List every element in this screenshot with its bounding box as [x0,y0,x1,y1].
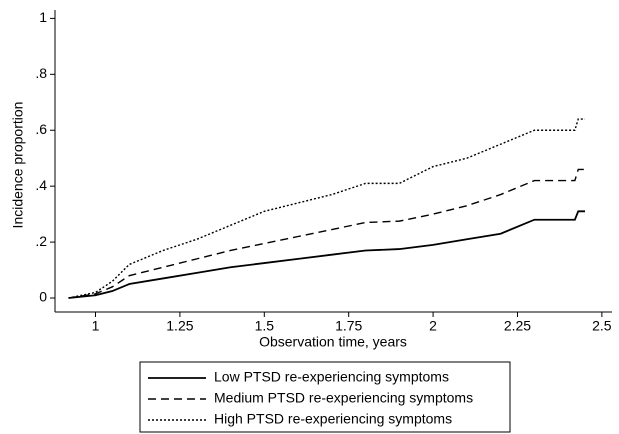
x-tick-label: 1.75 [335,318,362,334]
x-tick-label: 1 [92,318,100,334]
y-tick-label: .2 [35,233,47,249]
x-axis-label: Observation time, years [259,334,407,350]
x-tick-label: 1.25 [166,318,193,334]
legend-label: Medium PTSD re-experiencing symptoms [214,390,473,406]
series-line [68,118,585,299]
x-tick-label: 2.25 [504,318,531,334]
legend-box [139,361,511,433]
x-tick-label: 1.5 [255,318,275,334]
legend-label: Low PTSD re-experiencing symptoms [214,369,449,385]
series-line [68,168,585,299]
series-line [68,210,585,299]
legend-label: High PTSD re-experiencing symptoms [214,411,452,427]
y-tick-label: .8 [35,65,47,81]
x-tick-label: 2.5 [592,318,612,334]
x-tick-label: 2 [429,318,437,334]
y-tick-label: .4 [35,177,47,193]
y-tick-label: 1 [39,9,47,25]
y-tick-label: .6 [35,121,47,137]
y-tick-label: 0 [39,289,47,305]
y-axis-label: Incidence proportion [10,102,26,229]
